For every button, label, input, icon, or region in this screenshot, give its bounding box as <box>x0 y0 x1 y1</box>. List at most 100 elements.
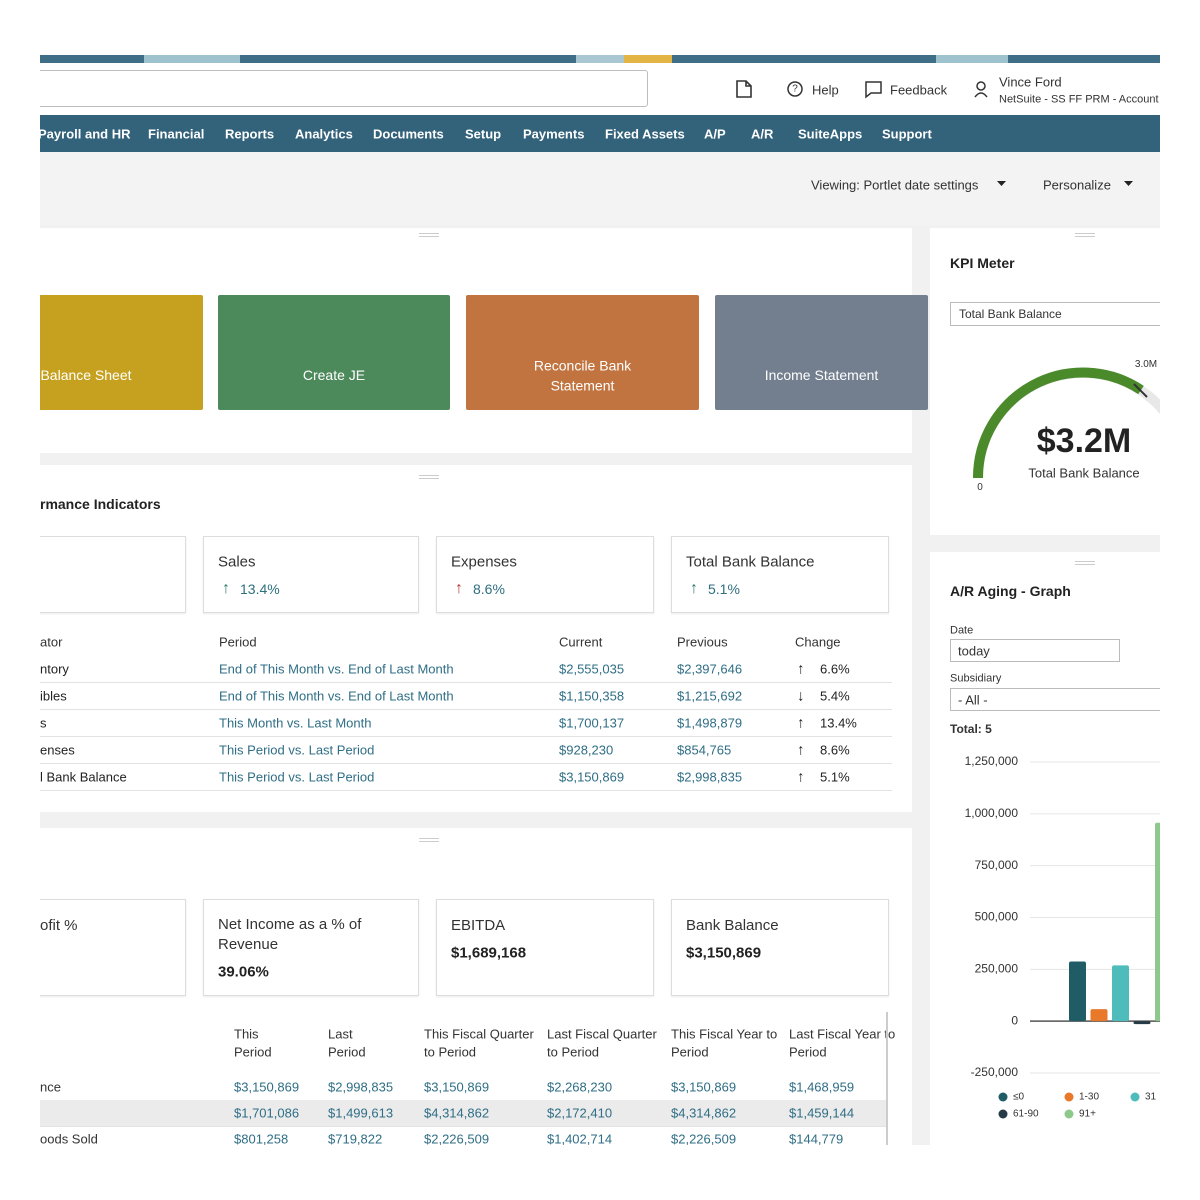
kpi-change: 8.6% <box>473 581 505 597</box>
y-tick-label: 0 <box>1011 1013 1018 1027</box>
caret <box>1124 181 1133 186</box>
kpi-arrow: ↑ <box>455 580 463 597</box>
nav-item[interactable]: Documents <box>373 126 444 142</box>
legend-label: 61-90 <box>1013 1109 1039 1120</box>
gauge-max: 3.0M <box>1134 359 1158 370</box>
nav-item[interactable]: SuiteApps <box>798 126 863 142</box>
help-link[interactable]: Help <box>812 82 839 98</box>
kpi-arrow: ↑ <box>690 580 698 597</box>
cell-value: $2,226,509 <box>671 1131 737 1147</box>
legend-swatch <box>1064 1092 1074 1102</box>
date-input[interactable] <box>950 639 1120 662</box>
nav-item[interactable]: Reports <box>225 126 275 142</box>
shortcut-tile[interactable] <box>218 295 450 410</box>
metric-value: 39.06% <box>218 963 269 981</box>
cell-value: $801,258 <box>234 1131 289 1147</box>
cell-value: $1,701,086 <box>234 1105 300 1121</box>
kpi-card <box>671 536 889 613</box>
bar <box>1112 965 1129 1022</box>
gauge-value: $3.2M <box>1036 422 1132 460</box>
metric-label: ofit % <box>40 916 78 934</box>
nav-item[interactable]: A/P <box>704 126 726 142</box>
column-header: Change <box>795 634 841 650</box>
cell-value: $4,314,862 <box>671 1105 737 1121</box>
toolbar-carets <box>997 181 1133 186</box>
change-value: 13.4% <box>820 715 857 731</box>
tile-label: Reconcile Bank Statement <box>533 357 632 393</box>
cell-value: $2,172,410 <box>547 1105 613 1121</box>
period-link[interactable]: End of This Month vs. End of Last Month <box>219 661 454 677</box>
gauge-target <box>1133 383 1148 398</box>
kpi-card <box>40 536 186 613</box>
kpi-select[interactable] <box>950 302 1160 326</box>
column-header: Last Fiscal Quarter to Period <box>547 1026 657 1059</box>
metric-label: EBITDA <box>451 916 506 934</box>
feedback-link[interactable]: Feedback <box>890 82 948 98</box>
help-icon[interactable] <box>787 81 803 97</box>
cell-value: $1,468,959 <box>789 1079 855 1095</box>
nav-item[interactable]: Financial <box>148 126 205 142</box>
column-header: ator <box>40 634 63 650</box>
tile-label: Income Statement <box>764 367 879 384</box>
bar <box>1069 961 1086 1022</box>
legend-swatch <box>1130 1092 1140 1102</box>
kpi-card <box>203 536 419 613</box>
nav-bar <box>40 115 1160 152</box>
shortcut-tile[interactable] <box>715 295 928 410</box>
nav-item[interactable]: Fixed Assets <box>605 126 685 142</box>
y-tick-label: 1,000,000 <box>965 806 1019 820</box>
kpi-card <box>436 536 654 613</box>
user-icon[interactable] <box>976 81 986 91</box>
kpi-select-value: Total Bank Balance <box>959 307 1062 321</box>
drag-handle <box>419 233 439 237</box>
nav-item[interactable]: A/R <box>751 126 774 142</box>
metric-label: Bank Balance <box>686 916 779 934</box>
metric-value: $1,689,168 <box>451 944 527 962</box>
cell-value: $2,226,509 <box>424 1131 490 1147</box>
search-box[interactable] <box>40 70 648 107</box>
kpi-label: Sales <box>218 553 256 571</box>
change-value: 8.6% <box>820 742 850 758</box>
viewing-dropdown[interactable]: Viewing: Portlet date settings <box>811 177 979 193</box>
cell-value: $4,314,862 <box>424 1105 490 1121</box>
current-value: $1,150,358 <box>559 688 625 704</box>
row-label: s <box>40 715 47 731</box>
kpi-label: Expenses <box>451 553 517 571</box>
legend-swatch <box>1064 1109 1074 1119</box>
shortcut-tile[interactable] <box>40 295 203 410</box>
row-divider <box>0 1152 886 1153</box>
change-arrow: ↑ <box>797 660 805 678</box>
period-link[interactable]: This Month vs. Last Month <box>219 715 372 731</box>
nav-item[interactable]: Support <box>882 126 932 142</box>
period-link[interactable]: This Period vs. Last Period <box>219 769 375 785</box>
toolbar <box>40 152 1160 225</box>
gauge-arc <box>972 367 1144 479</box>
column-header: Last Period <box>328 1026 366 1059</box>
feedback-icon[interactable] <box>865 81 882 99</box>
subsidiary-select[interactable] <box>950 688 1160 711</box>
drag-handle <box>1075 561 1095 565</box>
scrollbar <box>886 1012 888 1145</box>
shortcut-tile[interactable] <box>466 295 699 410</box>
previous-value: $2,998,835 <box>677 769 743 785</box>
nav-item[interactable]: Setup <box>465 126 502 142</box>
user-name[interactable]: Vince Ford <box>999 74 1062 90</box>
period-link[interactable]: This Period vs. Last Period <box>219 742 375 758</box>
change-value: 5.1% <box>820 769 850 785</box>
personalize-dropdown[interactable]: Personalize <box>1043 177 1111 193</box>
nav-item[interactable]: Analytics <box>295 126 353 142</box>
tile-label: Create JE <box>302 367 366 384</box>
current-value: $1,700,137 <box>559 715 625 731</box>
cell-value: $2,268,230 <box>547 1079 613 1095</box>
document-icon[interactable] <box>736 80 752 98</box>
row-divider <box>40 1126 886 1127</box>
bar <box>1090 1009 1108 1022</box>
row-divider <box>40 736 892 737</box>
legend-swatch <box>998 1092 1008 1102</box>
caret <box>997 181 1006 186</box>
nav-item[interactable]: Payroll and HR <box>38 126 131 142</box>
cell-value: $1,459,144 <box>789 1105 855 1121</box>
nav-item[interactable]: Payments <box>523 126 585 142</box>
period-link[interactable]: End of This Month vs. End of Last Month <box>219 688 454 704</box>
cell-value: $3,150,869 <box>234 1079 300 1095</box>
